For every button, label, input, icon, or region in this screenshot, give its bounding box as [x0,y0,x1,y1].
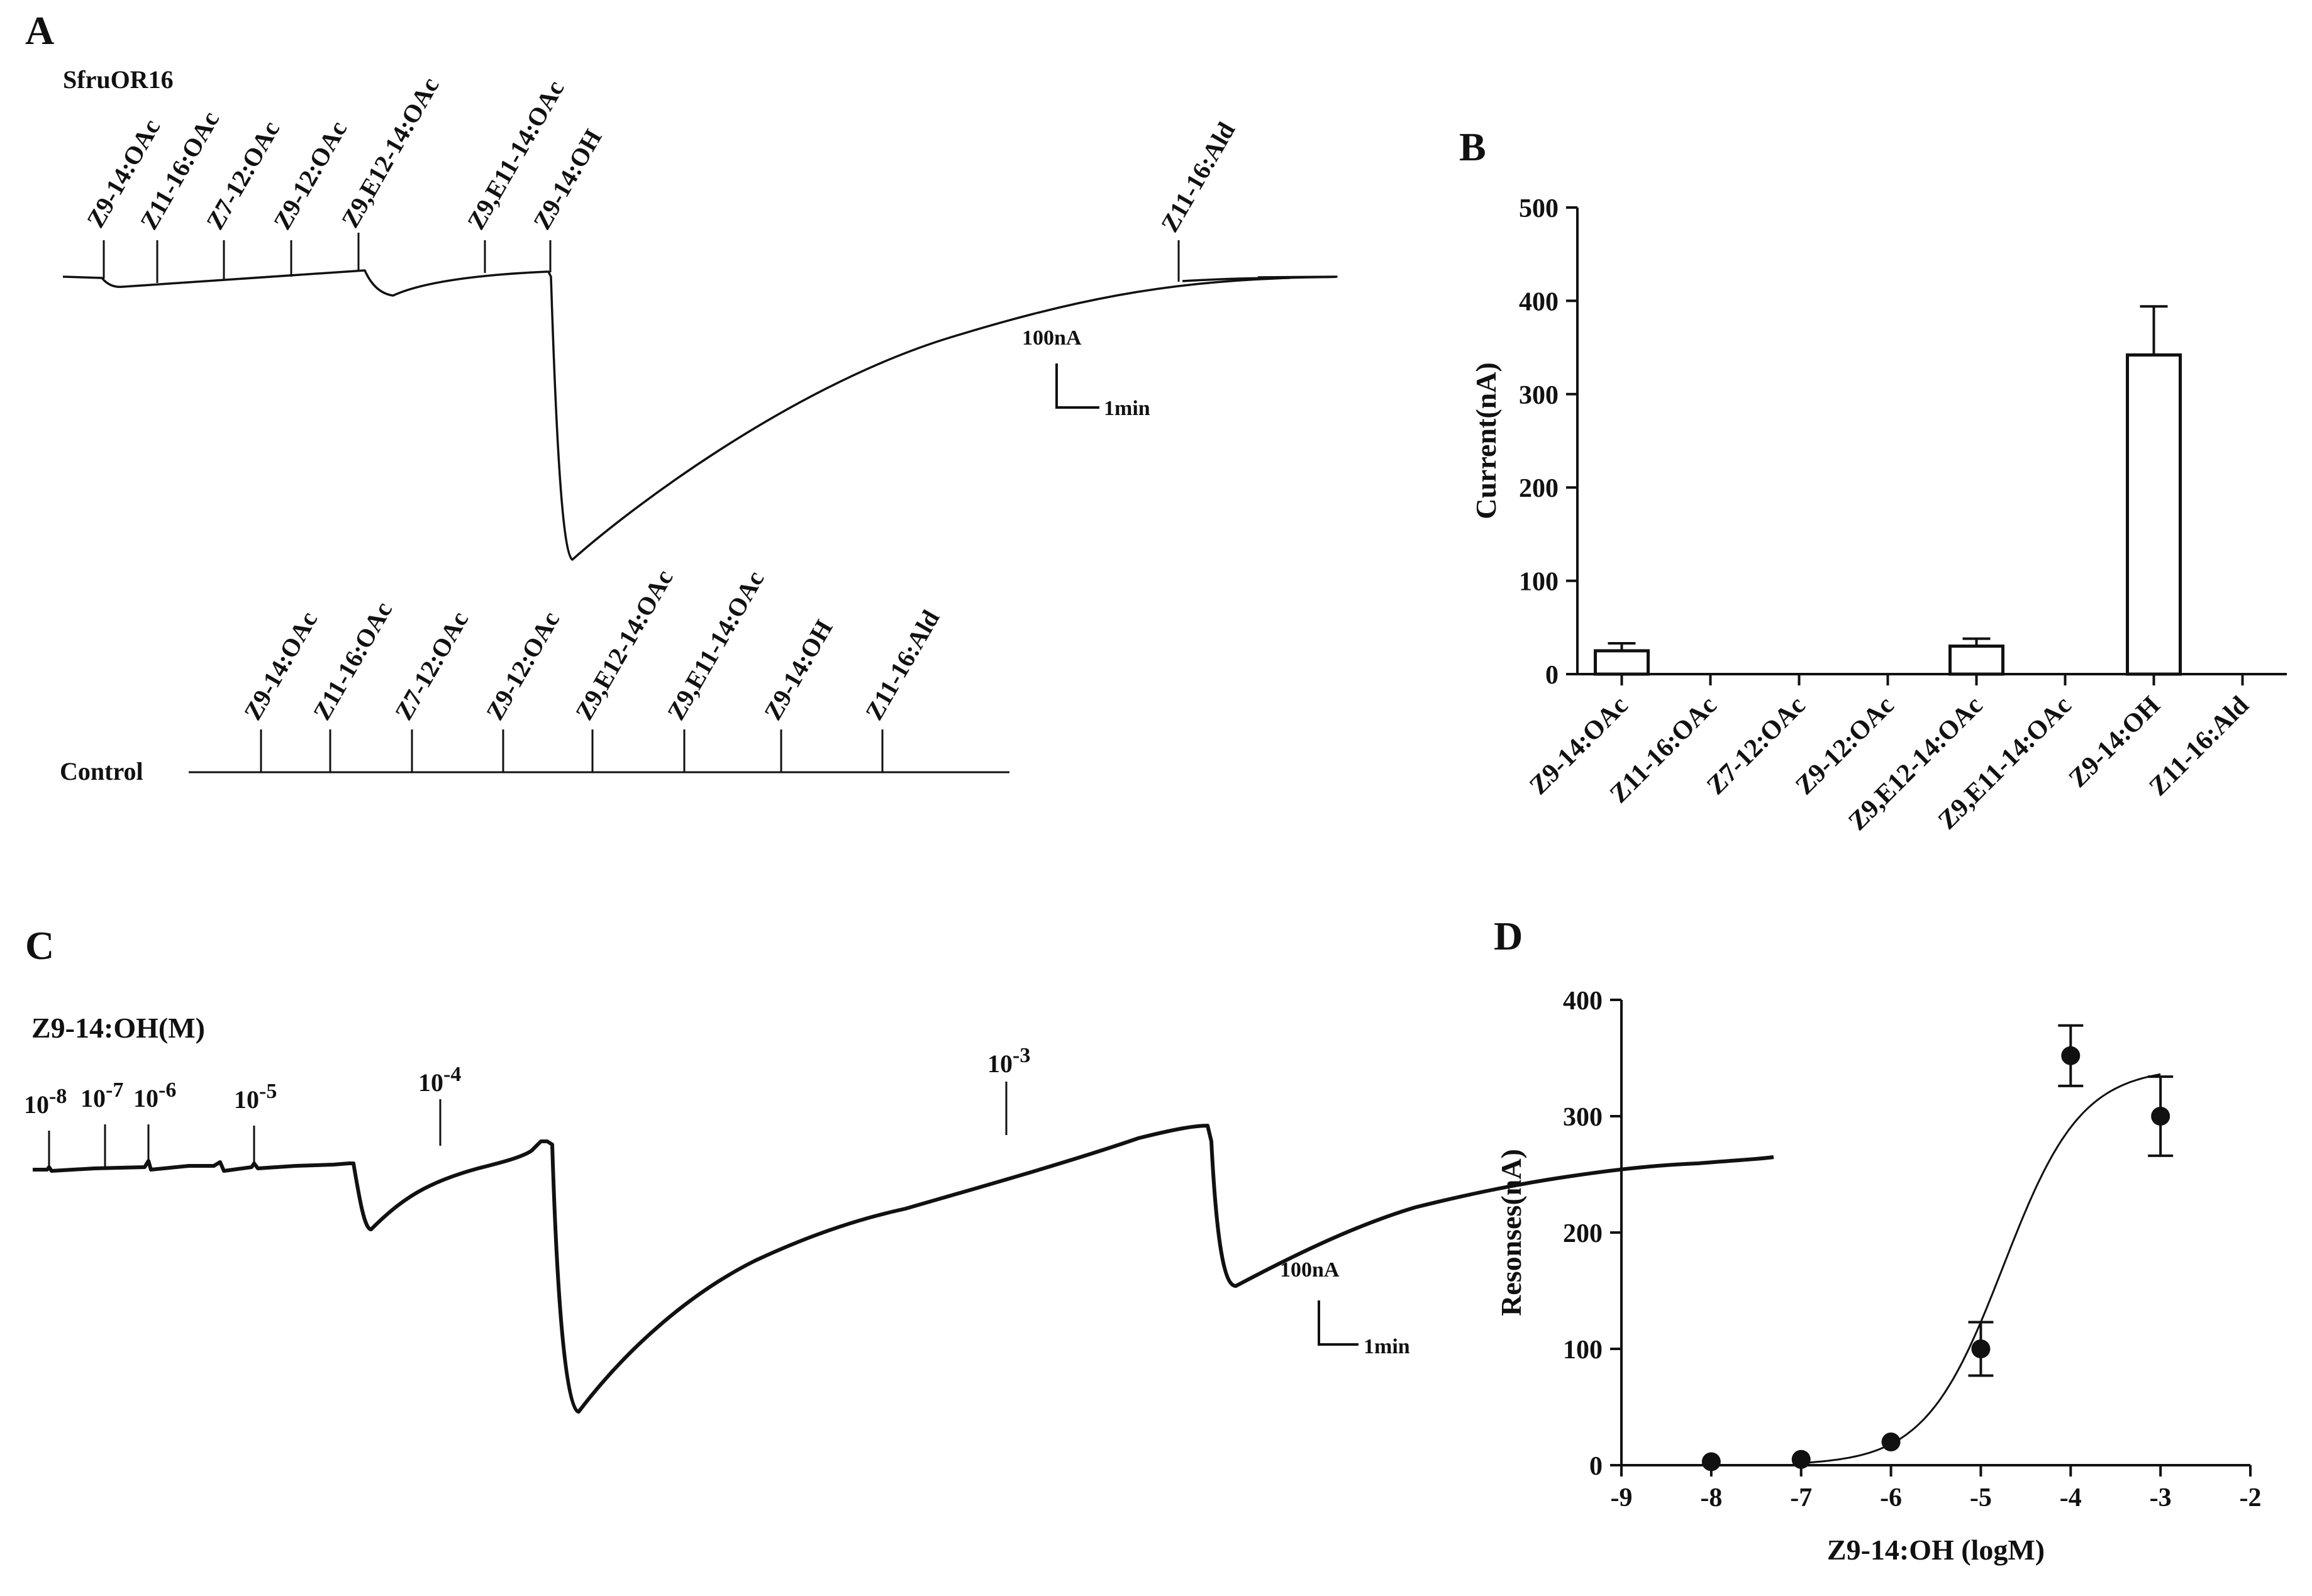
y-tick-label: 300 [1563,1103,1603,1132]
bar-chart-current: 0100200300400500Z9-14:OAcZ11-16:OAcZ7-12… [1470,194,2287,836]
x-tick-label: -2 [2240,1483,2262,1512]
y-tick-label: 0 [1589,1452,1603,1481]
compound-label: Z9-12:OAc [481,607,565,725]
control-label: Control [60,757,143,785]
y-tick-label: 400 [1519,287,1559,316]
x-tick-label: -8 [1700,1483,1722,1512]
x-tick-label: -5 [1970,1483,1992,1512]
compound-label: Z9,E12-14:OAc [336,72,445,232]
sfruor16-baseline-tail [1182,277,1284,282]
y-tick-label: 500 [1519,194,1559,223]
sfruor16-stimulus-markers [103,233,1180,283]
control-stimulus-markers [260,729,884,772]
bar [1948,644,2004,676]
y-axis-title: Resonses(nA) [1495,1149,1527,1316]
y-axis-title: Current(nA) [1470,362,1502,519]
scale-time-label: 1min [1364,1335,1410,1358]
compound-label: Z11-16:Ald [1155,118,1241,237]
data-point [2151,1107,2170,1126]
compound-label: Z11-16:OAc [308,597,397,724]
scale-time-label: 1min [1104,397,1150,420]
y-tick-label: 300 [1519,381,1559,410]
y-tick-label: 100 [1563,1336,1603,1365]
dose-label: 10-5 [234,1080,277,1114]
panel-a-receptor-name: SfruOR16 [63,65,174,94]
x-tick-label: -3 [2150,1483,2172,1512]
x-axis-title: Z9-14:OH (logM) [1827,1534,2045,1566]
dose-label: 10-8 [24,1085,67,1119]
dose-labels: 10-8 10-7 10-6 10-5 10-4 10-3 [24,1044,1030,1119]
control-compound-labels: Z9-14:OAc Z11-16:OAc Z7-12:OAc Z9-12:OAc… [238,565,945,724]
panel-c: C Z9-14:OH(M) 10-8 10-7 10-6 10-5 10-4 1… [24,923,1774,1414]
x-tick-label: -4 [2060,1483,2082,1512]
data-point [1791,1449,1811,1469]
panel-c-letter: C [25,923,54,968]
sfruor16-current-trace [62,269,1338,561]
compound-label: Z11-16:Ald [860,606,945,725]
panel-a-scale-bar: 100nA 1min [1022,326,1150,420]
dose-label: 10-7 [81,1078,123,1112]
y-tick-label: 100 [1519,568,1559,597]
data-point [1701,1452,1721,1471]
scale-current-label: 100nA [1022,326,1082,350]
panel-b: B 0100200300400500Z9-14:OAcZ11-16:OAcZ7-… [1459,125,2287,836]
panel-c-title: Z9-14:OH(M) [31,1012,205,1044]
x-tick-label: -7 [1790,1483,1812,1512]
scale-current-label: 100nA [1280,1258,1340,1282]
sfruor16-compound-labels: Z9-14:OAc Z11-16:OAc Z7-12:OAc Z9-12:OAc… [81,72,1241,236]
x-tick-label: -9 [1611,1483,1633,1512]
sigmoid-fit-curve [1801,1073,2161,1464]
panel-d-letter: D [1494,914,1523,958]
y-tick-label: 400 [1563,987,1603,1016]
dose-stimulus-markers [48,1082,1008,1168]
bar [1594,649,1650,676]
scale-bar-lines [1055,363,1099,409]
data-point [2061,1046,2081,1065]
compound-label: Z7-12:OAc [389,607,474,725]
panel-a: A SfruOR16 Z9-14:OAc Z11-16:OAc Z7-12:OA… [25,8,1338,785]
dose-label: 10-6 [133,1078,176,1112]
panel-a-letter: A [25,8,54,53]
scale-bar-lines [1318,1300,1359,1346]
panel-b-letter: B [1459,125,1486,169]
dose-label: 10-4 [418,1063,461,1097]
panel-c-scale-bar: 100nA 1min [1280,1258,1410,1358]
y-tick-label: 0 [1545,661,1559,690]
data-point [1971,1339,1991,1358]
compound-label: Z9-14:OH [759,615,838,725]
compound-label: Z9,E12-14:OAc [570,565,679,724]
dose-label: 10-3 [987,1044,1030,1078]
dose-response-scatter-chart: 0 100 200 300 400 -9 -8 -7 -6 -5 -4 -3 -2 Z9-14:OH (l… [1495,987,2262,1566]
dose-response-current-trace [33,1124,1774,1414]
x-tick-label: -6 [1880,1483,1902,1512]
data-point [1881,1433,1901,1451]
bar [2126,353,2182,676]
y-tick-label: 200 [1519,474,1559,503]
panel-d: D 0 100 200 300 400 -9 -8 -7 -6 -5 -4 -3 -2 Z9-14:OH … [1494,914,2262,1566]
compound-label: Z9,E11-14:OAc [662,566,770,724]
y-tick-label: 200 [1563,1219,1603,1248]
